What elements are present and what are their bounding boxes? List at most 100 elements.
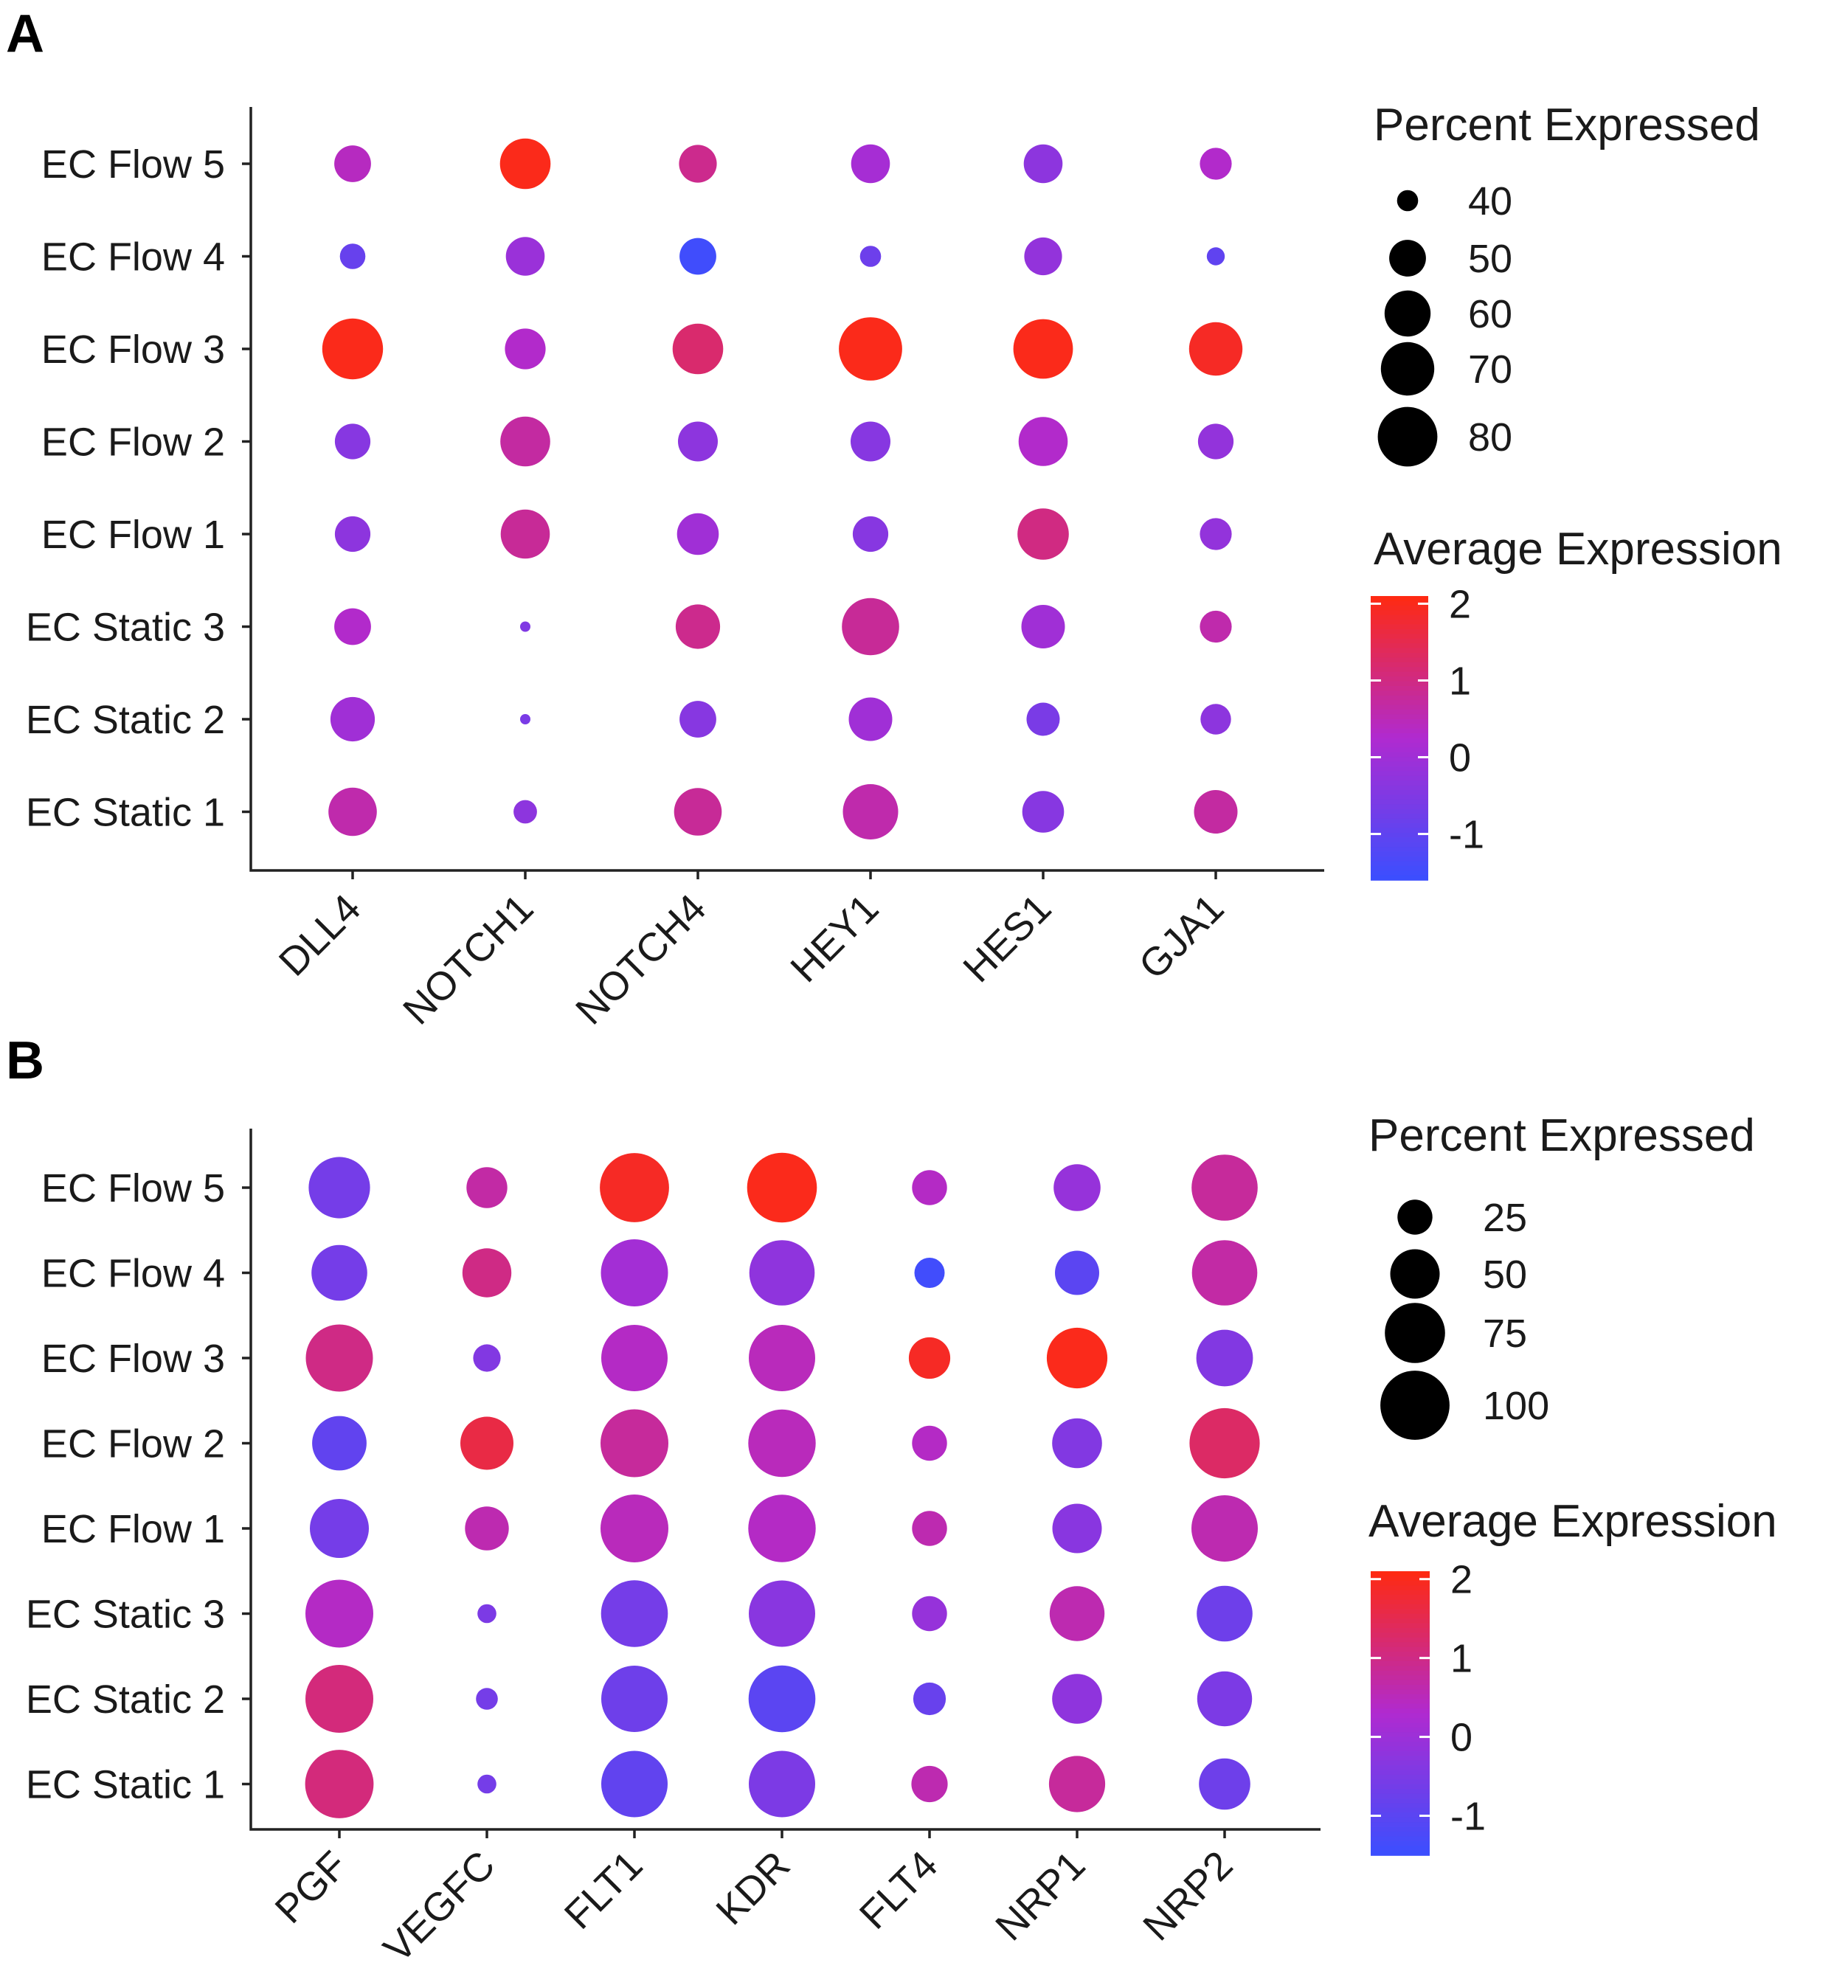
colorbar-segment <box>1371 628 1428 635</box>
colorbar-segment <box>1371 1756 1430 1762</box>
x-tick-label: NRP2 <box>1135 1843 1241 1949</box>
colorbar-segment <box>1371 752 1428 758</box>
dot <box>1048 1756 1106 1812</box>
colorbar-segment <box>1371 1613 1430 1619</box>
colorbar-segment <box>1371 738 1428 744</box>
axis-ticks-a <box>242 162 1217 879</box>
dot <box>1049 1586 1105 1641</box>
y-tick-label: EC Static 3 <box>26 606 225 650</box>
colorbar-segment <box>1371 1689 1430 1695</box>
dot <box>749 1580 815 1647</box>
size-legend-label: 25 <box>1483 1196 1527 1240</box>
dot <box>513 800 537 824</box>
y-tick-labels-a: EC Flow 5 EC Flow 4 EC Flow 3 EC Flow 2 EC F… <box>26 142 225 835</box>
dot <box>749 1750 815 1818</box>
dot <box>1018 417 1068 466</box>
colorbar-segment <box>1371 1637 1430 1644</box>
colorbar-segment <box>1371 1850 1430 1856</box>
dot <box>500 509 550 559</box>
colorbar-segment <box>1371 662 1428 668</box>
colorbar-segment <box>1371 1770 1430 1776</box>
size-legend-dot <box>1380 342 1435 396</box>
axes-b <box>249 1129 1321 1831</box>
colorbar-segment <box>1371 870 1428 876</box>
x-tick-label: PGF <box>267 1843 356 1932</box>
dot <box>466 1167 508 1208</box>
dot <box>330 696 376 742</box>
dot <box>312 1416 367 1471</box>
dot <box>500 416 550 467</box>
dot <box>1024 237 1062 276</box>
colorbar-ticks-a: 2 1 0 -1 <box>1371 582 1484 857</box>
dot <box>601 1239 668 1306</box>
dot <box>1206 247 1225 266</box>
colorbar-segment <box>1371 1571 1430 1577</box>
dot <box>1023 144 1063 184</box>
dot <box>477 1604 496 1624</box>
colorbar-segment <box>1371 1609 1430 1615</box>
dot <box>600 1153 669 1222</box>
dot <box>848 697 893 741</box>
dot <box>1191 1495 1258 1562</box>
colorbar-segment <box>1371 1670 1430 1676</box>
y-tick-label: EC Flow 3 <box>41 328 225 372</box>
colorbar-segment <box>1371 1812 1430 1818</box>
panel-letter-b: B <box>6 1031 44 1090</box>
size-legend-label: 50 <box>1468 237 1512 281</box>
colorbar-segment <box>1371 643 1428 649</box>
colorbar-segment <box>1371 1803 1430 1809</box>
y-tick-label: EC Flow 4 <box>41 235 225 280</box>
y-tick-label: EC Static 3 <box>26 1593 225 1637</box>
colorbar-segment <box>1371 790 1428 796</box>
dot <box>473 1344 501 1372</box>
colorbar-segment <box>1371 624 1428 630</box>
y-tick-label: EC Static 2 <box>26 1677 225 1722</box>
size-legend-dot <box>1384 290 1431 337</box>
colorbar-segment <box>1371 1736 1430 1742</box>
colorbar-segment <box>1371 1774 1430 1781</box>
y-tick-label: EC Flow 4 <box>41 1252 225 1296</box>
colorbar-segment <box>1371 1699 1430 1705</box>
colorbar-segment <box>1371 681 1428 687</box>
colorbar-segment <box>1371 1831 1430 1838</box>
dot <box>339 243 366 269</box>
dot <box>601 1409 668 1478</box>
y-tick-label: EC Static 2 <box>26 698 225 742</box>
colorbar-segment <box>1371 828 1428 834</box>
colorbar-segment <box>1371 1708 1430 1714</box>
colorbar-tick-label: 2 <box>1449 582 1471 626</box>
colorbar-segment <box>1371 1623 1430 1629</box>
colorbar-segment <box>1371 710 1428 716</box>
size-legend-dot <box>1390 1249 1440 1299</box>
colorbar-segment <box>1371 600 1428 606</box>
x-tick-label: HEY1 <box>782 886 887 991</box>
colorbar-segment <box>1371 671 1428 677</box>
colorbar-segment <box>1371 785 1428 791</box>
dot <box>477 1774 496 1794</box>
size-legend-label: 80 <box>1468 415 1512 460</box>
y-tick-label: EC Static 1 <box>26 791 225 835</box>
colorbar-segment <box>1371 851 1428 857</box>
size-legend-items-a: 40 50 60 70 80 <box>1377 179 1512 467</box>
dot <box>322 318 384 380</box>
dot <box>601 1580 668 1647</box>
dots-b <box>305 1152 1260 1818</box>
dot <box>911 1765 948 1803</box>
dot <box>1021 605 1065 648</box>
colorbar-segment <box>1371 718 1428 725</box>
colorbar-segment <box>1371 823 1428 829</box>
size-legend-items-b: 25 50 75 100 <box>1380 1196 1549 1440</box>
dot <box>679 145 717 183</box>
size-legend-dot <box>1377 406 1438 467</box>
x-tick-label: FLT1 <box>556 1843 651 1938</box>
colorbar-segment <box>1371 842 1428 848</box>
x-tick-label: HES1 <box>955 886 1059 991</box>
colorbar-segment <box>1371 1628 1430 1634</box>
size-legend-label: 75 <box>1483 1312 1527 1356</box>
size-legend-title-a: Percent Expressed <box>1374 100 1760 150</box>
dot <box>1196 1329 1253 1387</box>
dot <box>749 1325 815 1391</box>
dot <box>311 1244 367 1301</box>
colorbar-segment <box>1371 1642 1430 1648</box>
colorbar-segment <box>1371 1646 1430 1652</box>
